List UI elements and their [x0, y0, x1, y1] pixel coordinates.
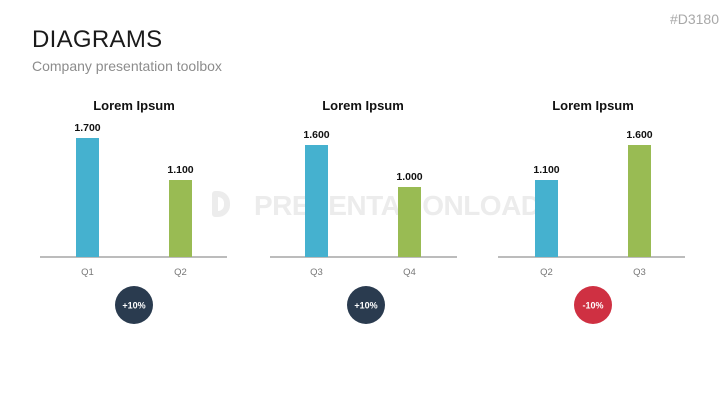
change-badge	[115, 286, 153, 324]
bar	[169, 180, 192, 257]
chart-title: Lorem Ipsum	[93, 98, 175, 113]
presentationload-logo-icon	[210, 191, 240, 221]
x-tick-label: Q3	[633, 267, 646, 278]
bar	[305, 145, 328, 257]
x-tick-label: Q2	[540, 267, 553, 278]
change-badge-label: +10%	[354, 301, 377, 311]
bar	[76, 138, 99, 257]
change-badge	[347, 286, 385, 324]
bar	[628, 145, 651, 257]
bar-value-label: 1.100	[533, 164, 559, 176]
bar	[535, 180, 558, 257]
bar-value-label: 1.700	[74, 122, 100, 134]
bar-value-label: 1.100	[167, 164, 193, 176]
chart-title: Lorem Ipsum	[322, 98, 404, 113]
chart-title: Lorem Ipsum	[552, 98, 634, 113]
watermark-text: PRESENTATIONLOAD	[254, 190, 541, 221]
watermark: PRESENTATIONLOAD	[210, 190, 541, 222]
bar-value-label: 1.600	[626, 129, 652, 141]
bar-value-label: 1.600	[303, 129, 329, 141]
change-badge-label: -10%	[582, 301, 603, 311]
slide-code: #D3180	[669, 11, 719, 27]
x-tick-label: Q1	[81, 267, 94, 278]
page-title: DIAGRAMS	[32, 26, 163, 53]
change-badge-label: +10%	[122, 301, 145, 311]
bar-value-label: 1.000	[396, 171, 422, 183]
x-tick-label: Q2	[174, 267, 187, 278]
change-badge	[574, 286, 612, 324]
bar	[398, 187, 421, 257]
x-tick-label: Q3	[310, 267, 323, 278]
page-subtitle: Company presentation toolbox	[32, 58, 222, 74]
x-tick-label: Q4	[403, 267, 416, 278]
